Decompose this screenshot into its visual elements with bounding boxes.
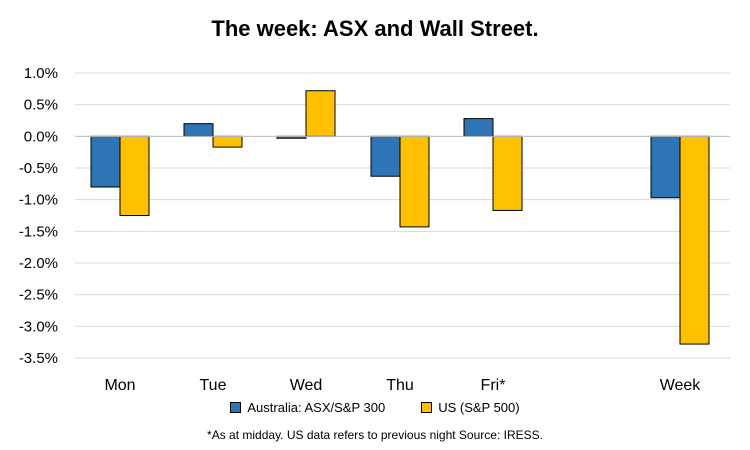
bar-australia [90,135,121,188]
bar-us [679,135,710,345]
x-tick-label: Fri* [481,377,506,394]
x-tick-label: Tue [200,377,227,394]
y-tick-label: 0.0% [24,128,58,145]
bar-us [399,135,430,228]
bar-australia [183,123,214,137]
x-tick-label: Week [660,377,702,394]
x-tick-label: Thu [386,377,414,394]
legend-swatch-us [421,402,433,413]
source-note: *As at midday. US data refers to previou… [207,428,543,442]
bar-us [492,135,523,211]
legend: Australia: ASX/S&P 300 US (S&P 500) [0,400,750,415]
bar-us [212,135,243,148]
bar-australia [370,135,401,177]
x-tick-label: Wed [290,377,323,394]
bar-australia [650,135,681,199]
legend-label-australia: Australia: ASX/S&P 300 [247,400,386,415]
y-tick-label: -2.5% [19,287,58,304]
x-tick-label: Mon [104,377,135,394]
legend-item-australia: Australia: ASX/S&P 300 [230,400,385,415]
legend-label-us: US (S&P 500) [438,400,520,415]
y-tick-label: -0.5% [19,160,58,177]
legend-item-us: US (S&P 500) [421,400,520,415]
y-tick-label: 1.0% [24,65,58,82]
y-tick-label: -3.5% [19,350,58,367]
y-tick-label: -3.0% [19,318,58,335]
y-tick-label: 0.5% [24,97,58,114]
bar-us [305,90,336,137]
y-tick-label: -2.0% [19,255,58,272]
bar-us [119,135,150,216]
plot-area: 1.0% 0.5% 0.0% -0.5% -1.0% -1.5% -2.0% -2.5% -3.… [19,65,730,394]
legend-swatch-australia [230,402,242,413]
chart-title: The week: ASX and Wall Street. [211,16,539,41]
y-tick-label: -1.5% [19,223,58,240]
y-tick-label: -1.0% [19,192,58,209]
bar-australia [463,118,494,137]
